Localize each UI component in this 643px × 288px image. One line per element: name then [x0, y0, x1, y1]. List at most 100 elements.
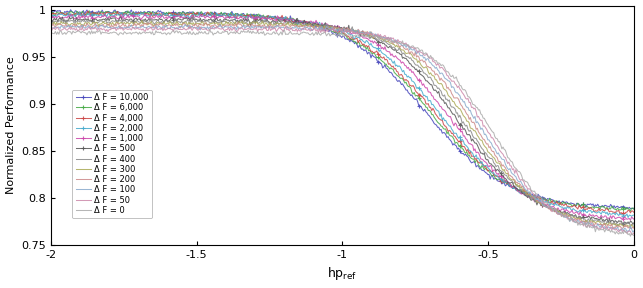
Δ F = 0	[47, 31, 55, 35]
Δ F = 100	[181, 23, 189, 26]
Δ F = 0	[526, 185, 534, 188]
Line: Δ F = 500: Δ F = 500	[48, 14, 637, 226]
Δ F = 300	[526, 193, 534, 196]
Δ F = 200	[47, 22, 55, 26]
Δ F = 300	[325, 26, 332, 30]
Δ F = 4,000	[329, 28, 336, 31]
Δ F = 300	[395, 45, 403, 48]
Δ F = 4,000	[84, 10, 92, 13]
Δ F = 50	[630, 231, 638, 234]
Δ F = 400	[190, 14, 197, 18]
Line: Δ F = 50: Δ F = 50	[51, 26, 634, 234]
Δ F = 4,000	[617, 211, 625, 214]
Line: Δ F = 100: Δ F = 100	[51, 24, 634, 232]
Δ F = 10,000	[325, 30, 332, 34]
Δ F = 500	[617, 219, 625, 223]
Δ F = 200	[609, 227, 617, 230]
Δ F = 400	[526, 197, 534, 200]
Δ F = 4,000	[325, 26, 332, 30]
Δ F = 100	[395, 41, 403, 45]
Δ F = 2,000	[526, 195, 534, 198]
Δ F = 200	[234, 20, 242, 24]
Δ F = 200	[329, 25, 336, 28]
Δ F = 6,000	[329, 30, 336, 33]
Δ F = 2,000	[617, 213, 625, 217]
Δ F = 400	[613, 224, 621, 228]
Line: Δ F = 200: Δ F = 200	[51, 22, 634, 229]
Δ F = 300	[363, 35, 371, 38]
Δ F = 50	[617, 227, 625, 231]
Δ F = 100	[526, 190, 534, 193]
Δ F = 400	[630, 223, 638, 227]
Δ F = 400	[47, 22, 55, 25]
Δ F = 100	[47, 24, 55, 28]
Δ F = 500	[325, 24, 332, 27]
Δ F = 10,000	[47, 11, 55, 15]
Δ F = 400	[363, 34, 371, 37]
Δ F = 0	[626, 234, 634, 238]
Δ F = 4,000	[363, 45, 371, 49]
Δ F = 1,000	[395, 58, 403, 61]
Δ F = 200	[619, 227, 626, 230]
Δ F = 300	[617, 223, 625, 226]
Δ F = 400	[325, 24, 332, 28]
Δ F = 6,000	[617, 208, 625, 211]
Δ F = 0	[363, 34, 371, 38]
Δ F = 200	[325, 27, 332, 31]
Δ F = 1,000	[617, 217, 625, 220]
Δ F = 6,000	[626, 209, 634, 213]
Δ F = 300	[138, 19, 146, 22]
Δ F = 4,000	[47, 11, 55, 14]
Δ F = 300	[47, 22, 55, 25]
Δ F = 6,000	[86, 9, 93, 12]
Δ F = 500	[526, 196, 534, 200]
Δ F = 2,000	[630, 213, 638, 217]
Δ F = 10,000	[363, 52, 371, 56]
Δ F = 500	[629, 222, 637, 226]
Δ F = 4,000	[395, 73, 403, 77]
Y-axis label: Normalized Performance: Normalized Performance	[6, 56, 15, 194]
Δ F = 200	[630, 226, 638, 230]
Δ F = 1,000	[630, 217, 638, 221]
Δ F = 300	[329, 27, 336, 31]
Δ F = 100	[325, 26, 332, 30]
Δ F = 50	[325, 28, 332, 31]
Δ F = 2,000	[395, 64, 403, 68]
Δ F = 0	[630, 234, 638, 237]
Δ F = 500	[363, 33, 371, 37]
Δ F = 10,000	[630, 206, 638, 210]
Δ F = 2,000	[329, 26, 336, 29]
X-axis label: hp$_{\mathregular{ref}}$: hp$_{\mathregular{ref}}$	[327, 266, 358, 283]
Δ F = 50	[266, 25, 273, 28]
Line: Δ F = 6,000: Δ F = 6,000	[48, 8, 637, 214]
Δ F = 50	[47, 26, 55, 30]
Δ F = 4,000	[619, 212, 626, 216]
Δ F = 6,000	[395, 75, 403, 78]
Δ F = 6,000	[630, 208, 638, 211]
Line: Δ F = 4,000: Δ F = 4,000	[48, 9, 637, 217]
Δ F = 10,000	[622, 207, 629, 211]
Δ F = 6,000	[47, 10, 55, 14]
Δ F = 0	[325, 32, 332, 35]
Δ F = 2,000	[137, 11, 145, 14]
Δ F = 2,000	[325, 25, 332, 29]
Δ F = 2,000	[363, 40, 371, 43]
Δ F = 2,000	[624, 216, 632, 219]
Δ F = 1,000	[329, 24, 336, 28]
Δ F = 1,000	[526, 196, 534, 199]
Δ F = 50	[363, 32, 371, 35]
Δ F = 500	[630, 221, 638, 225]
Δ F = 400	[329, 25, 336, 29]
Δ F = 500	[395, 51, 403, 55]
Δ F = 100	[630, 229, 638, 233]
Δ F = 500	[47, 19, 55, 22]
Δ F = 1,000	[363, 37, 371, 40]
Δ F = 4,000	[526, 192, 534, 195]
Δ F = 100	[617, 228, 625, 231]
Δ F = 1,000	[47, 15, 55, 19]
Δ F = 6,000	[526, 194, 534, 197]
Legend: Δ F = 10,000, Δ F = 6,000, Δ F = 4,000, Δ F = 2,000, Δ F = 1,000, Δ F = 500, Δ F: Δ F = 10,000, Δ F = 6,000, Δ F = 4,000, …	[73, 90, 152, 218]
Δ F = 4,000	[630, 211, 638, 214]
Δ F = 100	[629, 230, 637, 234]
Δ F = 10,000	[67, 8, 75, 12]
